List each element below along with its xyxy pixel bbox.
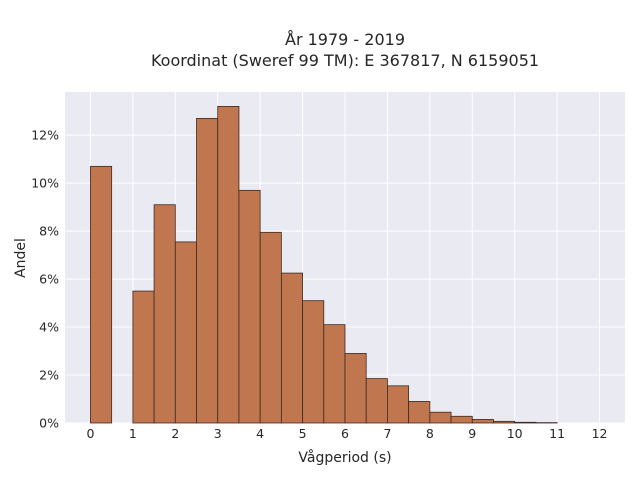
y-tick-label: 2%: [39, 368, 59, 383]
histogram-bar: [132, 290, 155, 424]
x-tick-label: 6: [341, 426, 349, 441]
histogram-bar: [323, 324, 346, 424]
x-tick-label: 7: [383, 426, 391, 441]
histogram-bar: [196, 117, 219, 424]
histogram-bar: [471, 419, 494, 424]
histogram-bar: [280, 272, 303, 424]
histogram-bar: [238, 189, 261, 424]
histogram-bar: [408, 401, 431, 424]
histogram-bars: [90, 105, 558, 424]
x-tick-label: 11: [549, 426, 565, 441]
histogram-bar: [365, 378, 388, 424]
histogram-bar: [514, 421, 537, 424]
histogram-bar: [217, 105, 240, 424]
chart-title-line-2: Koordinat (Sweref 99 TM): E 367817, N 61…: [151, 51, 539, 70]
histogram-bar: [429, 411, 452, 424]
histogram-bar: [387, 385, 410, 424]
y-tick-label: 6%: [39, 272, 59, 287]
y-tick-label: 8%: [39, 224, 59, 239]
histogram-bar: [259, 231, 282, 424]
x-tick-label: 5: [299, 426, 307, 441]
y-tick-label: 4%: [39, 320, 59, 335]
x-tick-label: 10: [507, 426, 523, 441]
y-tick-label: 12%: [31, 128, 59, 143]
histogram-bar: [450, 415, 473, 424]
histogram-bar: [302, 300, 325, 424]
x-tick-label: 1: [129, 426, 137, 441]
histogram-bar: [344, 353, 367, 424]
x-tick-label: 8: [426, 426, 434, 441]
x-tick-label: 2: [171, 426, 179, 441]
x-tick-label: 4: [256, 426, 264, 441]
x-tick-label: 9: [468, 426, 476, 441]
histogram-bar: [153, 204, 176, 424]
chart-title-line-1: År 1979 - 2019: [285, 30, 405, 49]
x-tick-label: 12: [592, 426, 608, 441]
y-tick-label: 10%: [31, 176, 59, 191]
histogram-bar: [90, 165, 113, 424]
x-axis-label: Vågperiod (s): [298, 449, 391, 466]
histogram-bar: [174, 241, 197, 424]
x-axis-ticks: 0 1 2 3 4 5 6 7 8 9 10 11 12: [86, 426, 607, 441]
histogram-bar: [493, 420, 516, 424]
y-axis-label: Andel: [13, 238, 29, 278]
y-tick-label: 0%: [39, 416, 59, 431]
y-axis-ticks: 0% 2% 4% 6% 8% 10% 12%: [31, 128, 59, 431]
x-tick-label: 0: [86, 426, 94, 441]
x-tick-label: 3: [214, 426, 222, 441]
